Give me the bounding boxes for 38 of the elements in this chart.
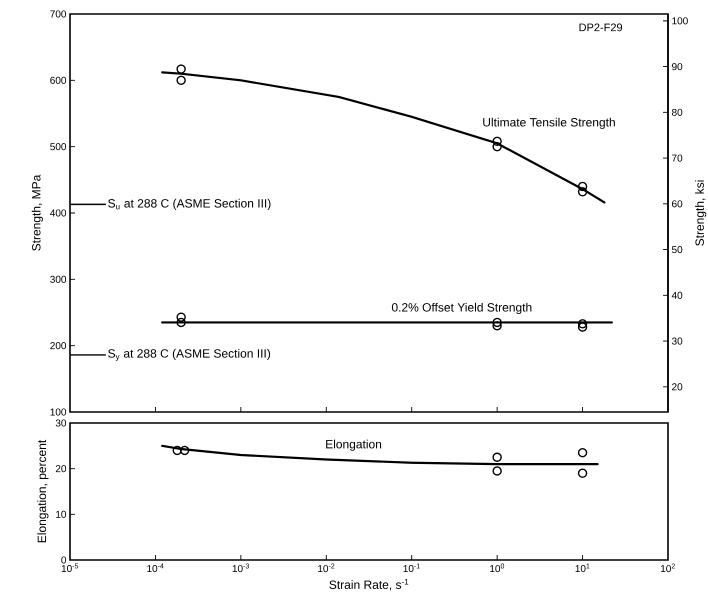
y-tick-label: 100 [50, 408, 66, 416]
y2-tick-label: 20 [672, 383, 682, 390]
y-tick-label: 20 [56, 465, 66, 472]
y-tick-label: 30 [56, 419, 66, 427]
series-label: Elongation [326, 440, 382, 451]
y-tick-label: 700 [50, 10, 66, 18]
ref-line-label: S$_{y}$ at 288 C (ASME Section III) [108, 348, 270, 362]
series-label: Ultimate Tensile Strength [483, 118, 615, 129]
y2-tick-label: 90 [672, 63, 682, 70]
y2-tick-label: 40 [672, 292, 682, 299]
x-tick-label: 10$^{-2}$ [318, 564, 334, 572]
y-tick-label: 500 [50, 143, 66, 150]
y-tick-label: 0 [61, 556, 66, 564]
x-tick-label: 10$^{-5}$ [62, 564, 78, 572]
x-tick-label: 10$^{-1}$ [404, 564, 420, 572]
y2-tick-label: 100 [672, 17, 688, 24]
y2-tick-label: 50 [672, 246, 682, 254]
y-tick-label: 200 [50, 342, 66, 350]
y-axis-title: Elongation, percent [37, 440, 48, 542]
y2-tick-label: 60 [672, 200, 682, 208]
y-tick-label: 10 [56, 510, 66, 518]
x-tick-label: 10$^{-3}$ [232, 564, 249, 572]
x-axis-title: Strain Rate, s$^{-1}$ [329, 579, 408, 590]
ref-line-label: S$_{u}$ at 288 C (ASME Section III) [108, 198, 270, 210]
x-tick-label: 10$^{0}$ [490, 564, 504, 572]
y2-tick-label: 30 [672, 338, 682, 345]
y-tick-label: 300 [50, 276, 66, 283]
y2-axis-title: Strength, ksi [695, 180, 706, 246]
annotation: DP2-F29 [579, 24, 622, 32]
y-axis-title: Strength, MPa [32, 174, 43, 251]
y2-tick-label: 70 [672, 154, 682, 162]
series-label: 0.2% Offset Yield Strength [392, 302, 532, 314]
y2-tick-label: 80 [672, 108, 682, 116]
y-tick-label: 600 [50, 76, 66, 84]
x-tick-label: 10$^{-4}$ [147, 564, 164, 572]
x-tick-label: 10$^{2}$ [661, 564, 675, 572]
y-tick-label: 400 [50, 209, 66, 217]
x-tick-label: 10$^{1}$ [576, 564, 590, 572]
